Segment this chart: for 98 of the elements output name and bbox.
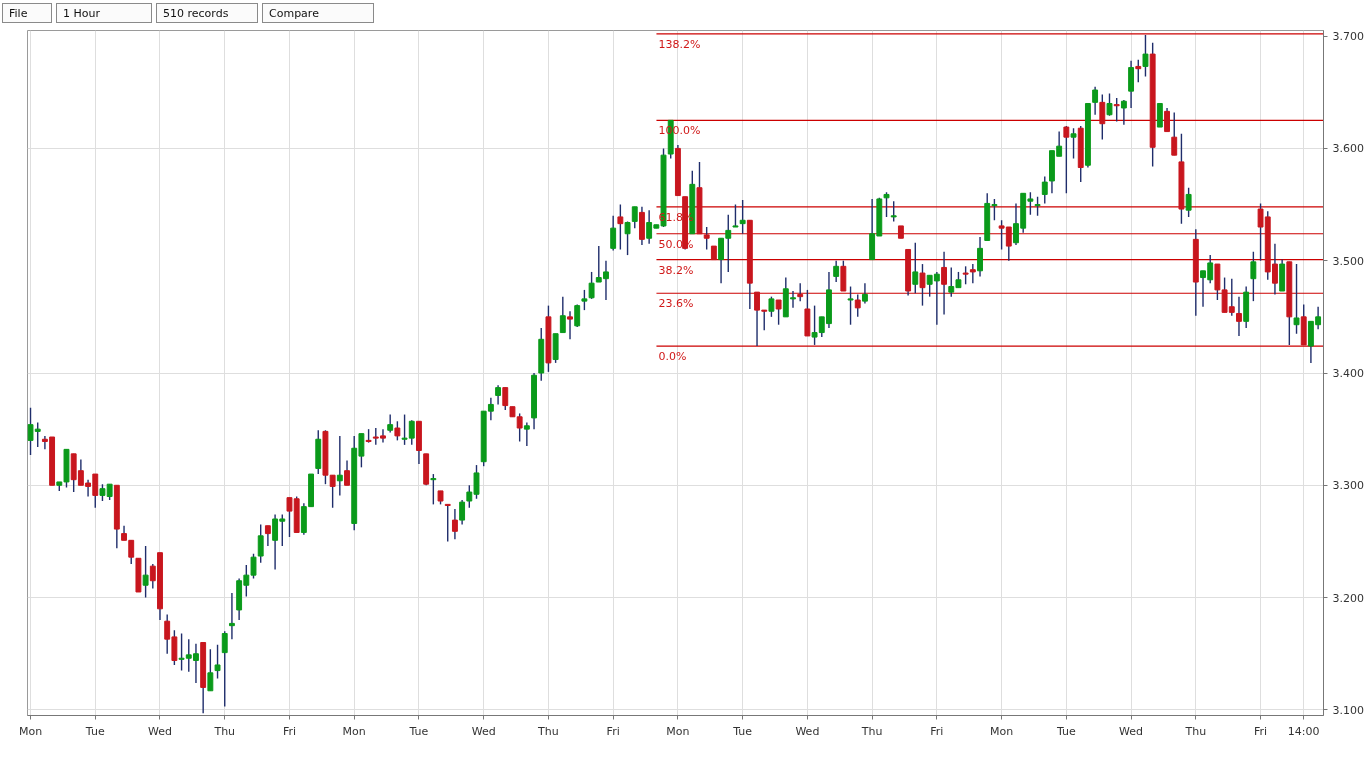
candlestick [1092, 85, 1099, 116]
candlestick [214, 644, 221, 680]
candlestick [1063, 125, 1070, 195]
candlestick [1164, 107, 1170, 133]
candlestick [502, 386, 509, 411]
y-tick-label: 3.300 [1332, 479, 1364, 493]
candlestick [1236, 295, 1242, 337]
x-tick-label: Fri [282, 724, 297, 738]
candlestick [1142, 34, 1149, 78]
candlestick [1128, 60, 1135, 109]
text: 1 Hour [56, 3, 152, 23]
x-tick-label: Fri [1254, 724, 1268, 738]
candlestick [1293, 263, 1300, 335]
x-tick-label: Thu [213, 724, 236, 738]
candlestick [739, 199, 746, 235]
x-tick-label: Wed [1119, 724, 1144, 738]
candlestick [1185, 187, 1192, 218]
x-tick-label: Wed [795, 724, 820, 738]
x-tick-label: Mon [666, 724, 690, 738]
candlestick [336, 435, 343, 497]
x-tick-label: Wed [148, 724, 172, 738]
y-tick-label: 3.700 [1332, 30, 1364, 44]
candlestick [559, 295, 566, 334]
y-tick-label: 3.600 [1332, 142, 1364, 156]
x-tick-label: Fri [606, 724, 620, 738]
candlestick [1113, 97, 1120, 123]
x-tick-label: Thu [860, 724, 883, 738]
x-tick-label: Thu [1184, 724, 1207, 738]
candlestick [1171, 111, 1178, 156]
candlestick [1041, 175, 1048, 205]
candlestick [207, 648, 214, 692]
candlestick [969, 263, 976, 284]
candlestick [617, 203, 624, 251]
candlestick [1250, 251, 1257, 302]
text: File [2, 3, 52, 23]
candlestick [329, 474, 336, 509]
candlestick [1034, 196, 1041, 217]
candlestick [919, 263, 926, 307]
x-tick-label: Mon [342, 724, 366, 738]
candlestick [833, 260, 840, 283]
candlestick [394, 420, 401, 442]
candlestick [142, 545, 149, 599]
y-tick-label: 3.200 [1332, 591, 1364, 605]
candlestick [459, 499, 466, 526]
x-tick-label: Tue [732, 724, 753, 738]
candlestick [775, 299, 782, 326]
annotation: 0.0% [658, 350, 687, 364]
candlestick [797, 282, 804, 302]
candlestick [1156, 102, 1163, 128]
candlestick [732, 203, 739, 228]
candlestick [883, 191, 890, 218]
candlestick [847, 285, 854, 326]
candlestick [228, 592, 235, 640]
text: 510 records [156, 3, 258, 23]
candlestick [523, 421, 530, 447]
y-tick-label: 3.100 [1332, 703, 1364, 717]
candlestick [257, 523, 264, 564]
candlestick [631, 206, 638, 229]
x-tick-label: Fri [930, 724, 944, 738]
annotation: 38.2% [658, 263, 694, 277]
candlestick [854, 293, 861, 318]
x-tick-label: Thu [537, 724, 559, 738]
candlestick [567, 310, 573, 341]
text: Compare [262, 3, 374, 23]
candlestick [495, 384, 502, 406]
candlestick [264, 525, 271, 547]
candlestick [610, 215, 617, 252]
x-tick-label: Tue [84, 724, 105, 738]
candlestick [588, 271, 595, 300]
candlestick [890, 200, 897, 223]
candlestick [912, 242, 919, 294]
candlestick [444, 503, 451, 543]
candlestick [1135, 59, 1142, 83]
candlestick [221, 630, 228, 708]
x-tick-label: Tue [408, 724, 429, 738]
candlestick [1070, 127, 1077, 160]
candlestick [344, 459, 350, 486]
candlestick [941, 251, 947, 316]
candlestick [861, 282, 868, 305]
candlestick [768, 295, 775, 318]
candlestick [430, 473, 437, 506]
x-tick-label: Wed [471, 724, 496, 738]
candlestick [1120, 99, 1127, 126]
candlestick [977, 236, 983, 278]
annotation: 138.2% [658, 37, 701, 51]
x-tick-label: Mon [990, 724, 1014, 738]
candlestick [624, 220, 631, 256]
candlestick [1106, 92, 1113, 117]
candlestick [581, 289, 588, 311]
x-tick-label: 14:00 [1287, 724, 1320, 738]
y-tick-label: 3.500 [1332, 254, 1364, 268]
candlestick [451, 508, 458, 540]
candlestick [703, 226, 710, 251]
y-tick-label: 3.400 [1332, 367, 1364, 380]
candlestick [1099, 93, 1106, 141]
annotation: 23.6% [658, 297, 694, 311]
x-tick-label: Mon [18, 724, 43, 738]
x-tick-label: Tue [1055, 724, 1076, 738]
